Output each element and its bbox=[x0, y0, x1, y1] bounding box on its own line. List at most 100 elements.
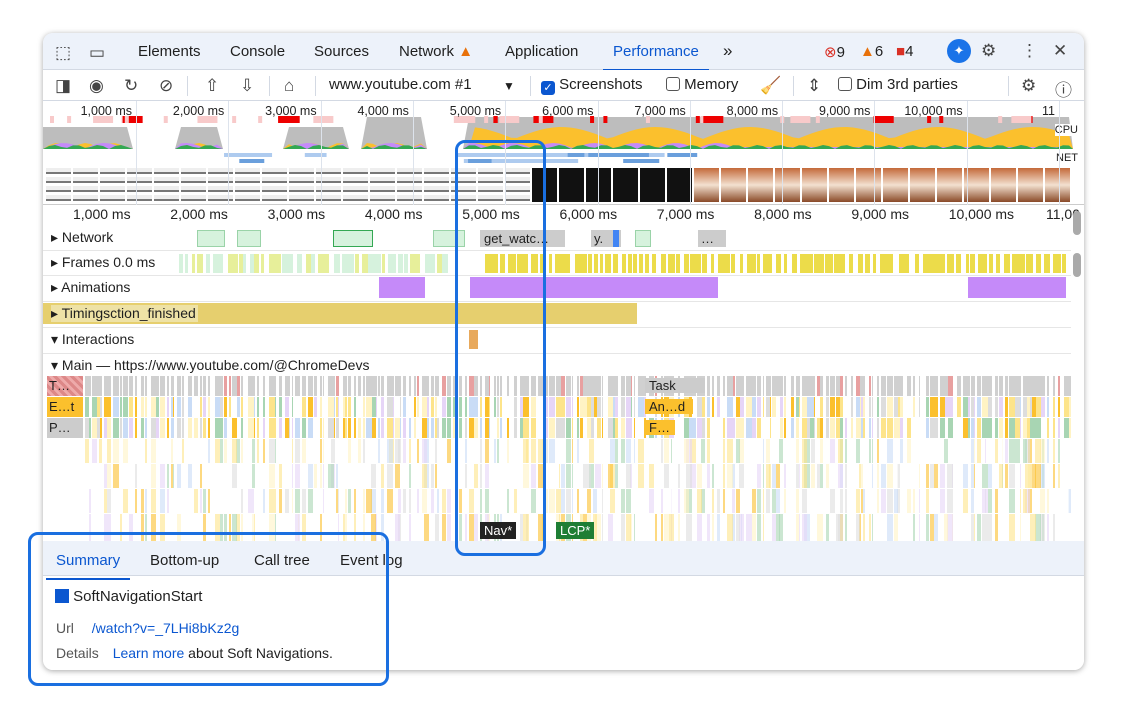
flame-entry[interactable] bbox=[128, 397, 134, 417]
flame-entry[interactable] bbox=[1039, 514, 1045, 541]
flame-entry[interactable] bbox=[987, 464, 992, 488]
flame-entry[interactable] bbox=[722, 464, 725, 488]
flame-entry[interactable] bbox=[566, 418, 572, 438]
flame-entry[interactable] bbox=[877, 397, 879, 417]
flame-entry[interactable] bbox=[844, 439, 848, 463]
flame-entry[interactable] bbox=[380, 397, 385, 417]
flame-entry[interactable] bbox=[943, 376, 948, 396]
frame[interactable] bbox=[205, 254, 211, 273]
flame-entry[interactable] bbox=[434, 439, 438, 463]
flame-entry[interactable] bbox=[912, 418, 916, 438]
flame-entry[interactable] bbox=[500, 397, 502, 417]
tab-performance[interactable]: Performance bbox=[603, 43, 709, 71]
flame-entry[interactable] bbox=[85, 439, 90, 463]
flame-entry[interactable] bbox=[906, 418, 911, 438]
flame-entry[interactable] bbox=[998, 418, 1004, 438]
flame-entry[interactable] bbox=[716, 418, 721, 438]
flame-entry[interactable] bbox=[92, 439, 98, 463]
flame-entry[interactable] bbox=[228, 376, 231, 396]
flame-entry[interactable] bbox=[519, 418, 523, 438]
frame[interactable] bbox=[612, 254, 619, 273]
flame-entry[interactable] bbox=[47, 418, 83, 438]
flame-entry[interactable] bbox=[784, 418, 787, 438]
flame-entry[interactable] bbox=[414, 376, 416, 396]
flame-entry[interactable] bbox=[820, 376, 824, 396]
flame-entry[interactable] bbox=[409, 439, 411, 463]
frame[interactable] bbox=[1044, 254, 1051, 273]
flame-entry[interactable] bbox=[85, 489, 90, 513]
flame-entry[interactable] bbox=[1022, 489, 1028, 513]
flame-entry[interactable] bbox=[319, 376, 323, 396]
flame-entry[interactable] bbox=[214, 418, 221, 438]
flame-entry[interactable] bbox=[943, 397, 948, 417]
flame-entry[interactable] bbox=[96, 376, 100, 396]
flame-entry[interactable] bbox=[595, 376, 601, 396]
frame[interactable] bbox=[354, 254, 360, 273]
flame-entry[interactable] bbox=[166, 489, 169, 513]
flame-entry[interactable] bbox=[817, 376, 821, 396]
flame-entry[interactable] bbox=[576, 418, 580, 438]
flame-entry[interactable] bbox=[809, 397, 815, 417]
flame-entry[interactable] bbox=[302, 439, 306, 463]
flame-entry[interactable] bbox=[200, 397, 203, 417]
flame-entry[interactable] bbox=[343, 418, 345, 438]
flame-entry[interactable] bbox=[566, 397, 572, 417]
flame-entry[interactable] bbox=[292, 489, 294, 513]
flame-entry[interactable] bbox=[1005, 376, 1009, 396]
flame-entry[interactable] bbox=[208, 439, 210, 463]
flame-entry[interactable] bbox=[228, 418, 231, 438]
flame-entry[interactable] bbox=[633, 439, 636, 463]
flame-entry[interactable] bbox=[513, 489, 518, 513]
flame-entry[interactable] bbox=[241, 464, 243, 488]
flame-entry[interactable] bbox=[345, 397, 348, 417]
flame-entry[interactable] bbox=[1022, 397, 1028, 417]
flame-entry[interactable] bbox=[145, 489, 147, 513]
frame[interactable] bbox=[197, 254, 204, 273]
flame-entry[interactable] bbox=[248, 489, 254, 513]
flame-entry[interactable] bbox=[762, 418, 764, 438]
flame-entry[interactable] bbox=[582, 376, 587, 396]
flame-entry[interactable] bbox=[322, 376, 325, 396]
flame-entry[interactable] bbox=[173, 397, 175, 417]
flame-entry[interactable] bbox=[345, 514, 348, 541]
flame-entry[interactable] bbox=[900, 418, 903, 438]
flame-entry[interactable] bbox=[977, 514, 981, 541]
screenshot-thumbnail[interactable] bbox=[829, 168, 854, 202]
flame-entry[interactable] bbox=[145, 439, 147, 463]
flame-entry[interactable] bbox=[586, 489, 591, 513]
flame-entry[interactable] bbox=[1035, 464, 1042, 488]
flame-entry[interactable] bbox=[313, 489, 317, 513]
flame-entry[interactable] bbox=[284, 397, 289, 417]
soft-navigation-marker[interactable]: Nav* bbox=[480, 522, 517, 539]
flame-entry[interactable] bbox=[519, 397, 523, 417]
frame[interactable] bbox=[431, 254, 436, 273]
frame[interactable] bbox=[1025, 254, 1033, 273]
flame-entry[interactable] bbox=[421, 439, 427, 463]
flame-entry[interactable] bbox=[896, 397, 901, 417]
flame-entry[interactable] bbox=[337, 514, 340, 541]
flame-entry[interactable] bbox=[203, 397, 207, 417]
flame-entry[interactable] bbox=[141, 376, 145, 396]
flame-entry[interactable] bbox=[863, 489, 865, 513]
flame-entry[interactable] bbox=[868, 439, 872, 463]
dim-3rd-parties-checkbox[interactable]: Dim 3rd parties bbox=[838, 76, 958, 93]
flame-entry[interactable] bbox=[638, 418, 644, 438]
frame[interactable] bbox=[243, 254, 247, 273]
flame-entry[interactable] bbox=[141, 418, 145, 438]
flame-entry[interactable] bbox=[166, 376, 169, 396]
flame-entry[interactable] bbox=[1046, 397, 1049, 417]
frame[interactable] bbox=[605, 254, 611, 273]
vertical-scrollbar[interactable] bbox=[1073, 253, 1081, 277]
frame[interactable] bbox=[628, 254, 632, 273]
flame-entry[interactable] bbox=[893, 418, 899, 438]
flame-entry[interactable] bbox=[963, 514, 968, 541]
flame-entry[interactable] bbox=[998, 376, 1004, 396]
screenshot-thumbnail[interactable] bbox=[397, 168, 422, 202]
flame-entry[interactable] bbox=[579, 376, 584, 396]
flame-entry[interactable] bbox=[447, 489, 452, 513]
flame-entry[interactable] bbox=[943, 514, 948, 541]
flame-entry[interactable] bbox=[1019, 376, 1022, 396]
flame-entry[interactable] bbox=[151, 439, 156, 463]
flame-entry[interactable] bbox=[469, 439, 474, 463]
flame-entry[interactable] bbox=[974, 418, 976, 438]
